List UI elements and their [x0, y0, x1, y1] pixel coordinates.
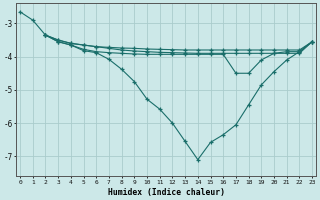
X-axis label: Humidex (Indice chaleur): Humidex (Indice chaleur) — [108, 188, 225, 197]
